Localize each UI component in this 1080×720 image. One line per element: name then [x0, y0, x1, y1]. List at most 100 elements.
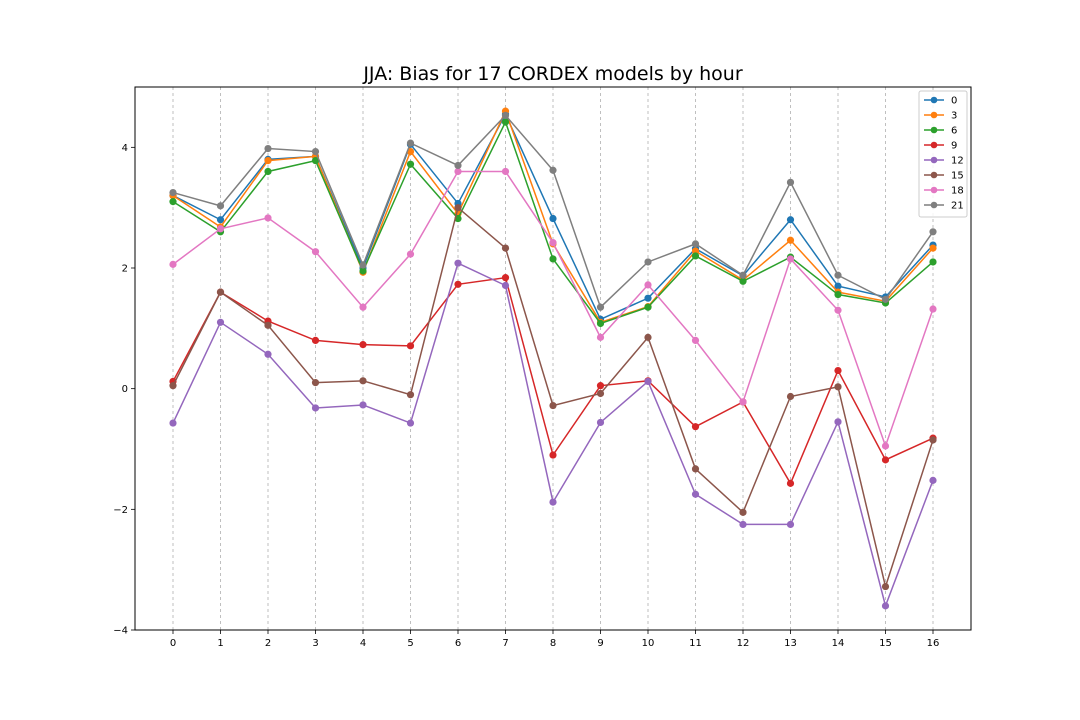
data-point — [549, 214, 557, 223]
data-point — [359, 267, 367, 275]
x-tick-label: 15 — [879, 638, 892, 649]
data-point — [786, 236, 795, 244]
data-point — [596, 389, 605, 398]
legend-marker — [930, 186, 938, 194]
data-point — [216, 288, 225, 296]
data-point — [169, 382, 177, 390]
data-point — [644, 377, 652, 386]
x-tick-label: 11 — [689, 638, 702, 649]
legend-label: 0 — [951, 96, 957, 107]
x-tick-label: 12 — [737, 638, 750, 649]
data-point — [264, 167, 272, 176]
x-tick-label: 10 — [642, 638, 655, 649]
legend-label: 6 — [951, 126, 957, 137]
legend-marker — [930, 111, 938, 119]
data-point — [406, 342, 415, 350]
data-point — [881, 442, 890, 450]
data-point — [501, 118, 510, 126]
data-point — [596, 319, 605, 328]
data-point — [596, 418, 605, 427]
legend-label: 15 — [951, 171, 964, 182]
x-tick-label: 6 — [455, 638, 461, 649]
data-point — [359, 261, 367, 269]
data-point — [264, 214, 272, 222]
y-tick-label: −4 — [113, 626, 128, 637]
data-point — [929, 244, 937, 252]
data-point — [786, 255, 795, 263]
data-point — [311, 379, 320, 387]
data-point — [406, 250, 415, 258]
data-point — [596, 382, 605, 390]
data-point — [929, 476, 937, 484]
data-point — [359, 303, 367, 311]
x-tick-label: 9 — [597, 638, 603, 649]
data-point — [169, 419, 177, 427]
data-point — [311, 147, 320, 156]
data-point — [786, 392, 795, 401]
data-point — [691, 490, 700, 498]
data-point — [501, 244, 510, 252]
data-point — [929, 228, 937, 236]
series-line — [172, 262, 934, 609]
data-point — [264, 321, 272, 329]
x-tick-label: 7 — [502, 638, 508, 649]
x-tick-label: 2 — [265, 638, 271, 649]
legend-label: 9 — [951, 141, 957, 152]
legend-label: 12 — [951, 156, 964, 167]
legend-marker — [930, 96, 938, 104]
data-point — [359, 341, 367, 349]
data-point — [739, 508, 747, 516]
data-point — [834, 306, 842, 314]
data-point — [596, 333, 605, 341]
data-point — [216, 216, 225, 224]
data-point — [311, 336, 320, 344]
data-point — [691, 336, 700, 344]
data-point — [786, 216, 795, 224]
legend-label: 18 — [951, 186, 964, 197]
data-point — [644, 258, 652, 266]
data-point — [264, 157, 272, 165]
series-21 — [169, 111, 937, 311]
legend-marker — [930, 141, 938, 149]
legend-label: 21 — [951, 201, 964, 212]
data-point — [834, 383, 842, 391]
data-point — [216, 225, 225, 233]
data-point — [644, 281, 652, 289]
data-point — [739, 398, 747, 406]
data-point — [739, 277, 747, 285]
data-point — [549, 255, 557, 263]
data-point — [406, 160, 415, 168]
x-tick-label: 0 — [170, 638, 176, 649]
data-point — [834, 282, 842, 290]
legend: 0 3 6 9 12 15 18 21 — [918, 90, 968, 218]
data-point — [454, 259, 462, 267]
data-point — [169, 188, 177, 197]
data-point — [359, 377, 367, 385]
x-tick-label: 8 — [550, 638, 556, 649]
data-point — [881, 602, 890, 610]
x-tick-label: 14 — [832, 638, 845, 649]
legend-box — [918, 90, 968, 218]
data-point — [406, 391, 415, 399]
data-point — [644, 294, 652, 302]
x-tick-label: 5 — [407, 638, 413, 649]
data-point — [549, 166, 557, 174]
data-point — [644, 303, 652, 311]
x-tick-label: 1 — [217, 638, 223, 649]
data-point — [834, 418, 842, 426]
series-line — [172, 114, 934, 309]
data-point — [549, 451, 557, 459]
data-point — [406, 419, 415, 427]
data-point — [739, 271, 747, 279]
data-point — [454, 280, 462, 288]
data-point — [691, 252, 700, 260]
legend-marker — [930, 126, 938, 134]
data-point — [596, 303, 605, 311]
series-group — [169, 107, 937, 610]
data-point — [454, 161, 462, 170]
data-point — [786, 178, 795, 186]
data-point — [454, 167, 462, 176]
data-point — [786, 520, 795, 529]
